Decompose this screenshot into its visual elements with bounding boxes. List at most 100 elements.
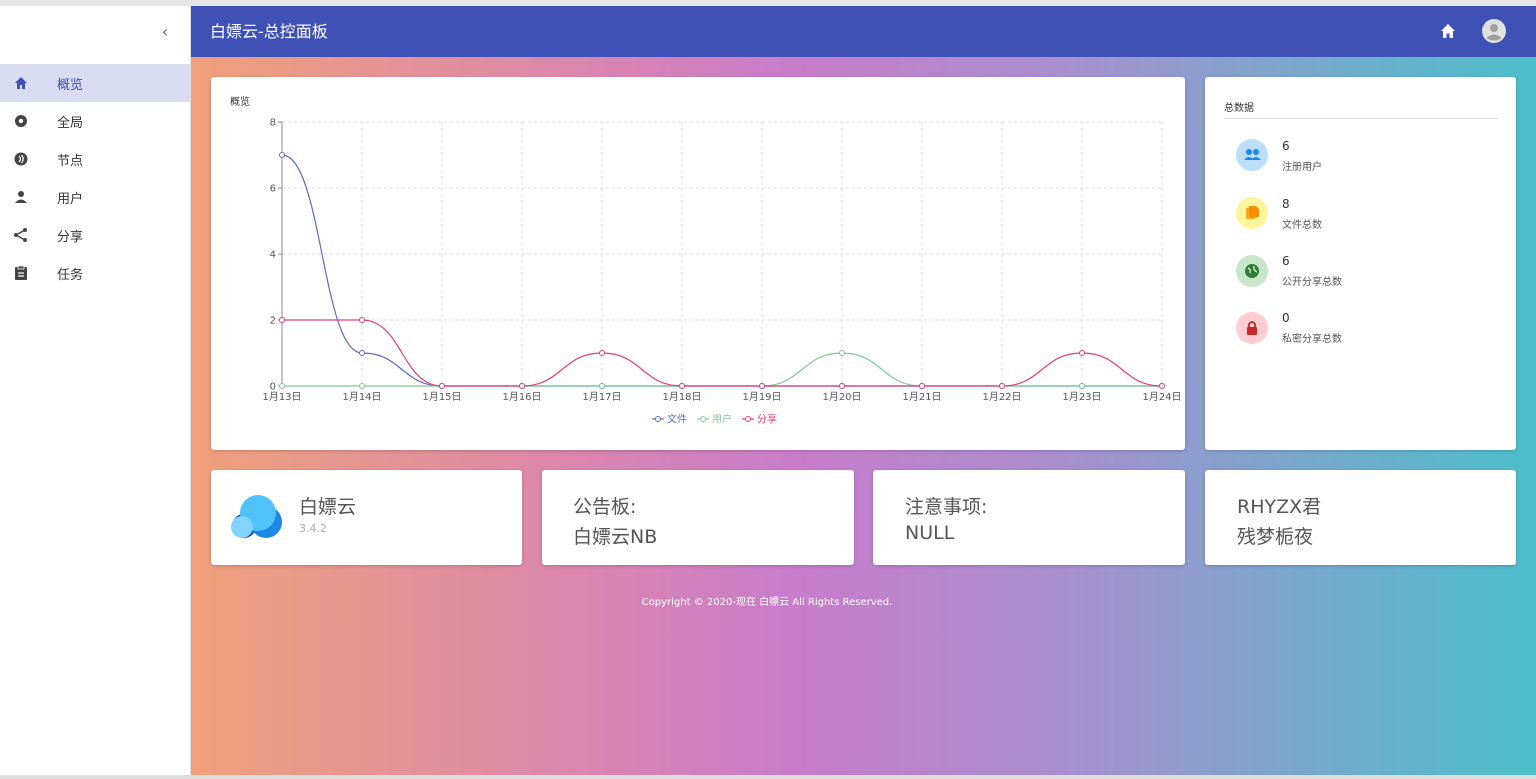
data-point <box>999 383 1005 389</box>
icon <box>15 77 27 89</box>
main-content: 概览 0 2 4 6 8 1月13日 1月14日 1月15日 1月16日 1月17日 1月18日 1月… <box>191 57 1536 775</box>
series-line <box>281 154 1162 387</box>
data-point <box>359 383 365 389</box>
legend-swatch <box>655 416 661 422</box>
data-point <box>1079 383 1085 389</box>
data-point <box>599 383 605 389</box>
stat-icon <box>1236 312 1268 344</box>
app-title: 白嫖云-总控面板 <box>210 22 328 41</box>
data-point <box>279 152 285 158</box>
card-title: 白嫖云 <box>299 496 357 518</box>
data-point <box>599 350 605 356</box>
x-tick-label: 1月24日 <box>1142 391 1181 403</box>
card-text: NULL <box>905 522 955 544</box>
card-title: 注意事项: <box>905 496 988 518</box>
data-point <box>359 317 365 323</box>
y-tick-label: 2 <box>270 316 276 327</box>
stat-icon <box>1236 139 1268 171</box>
data-point <box>279 383 285 389</box>
browser-strip <box>0 0 1536 6</box>
data-point <box>759 383 765 389</box>
nav-item[interactable]: 全局 <box>0 102 190 140</box>
divider <box>1224 118 1498 119</box>
data-point <box>919 383 925 389</box>
card-title: RHYZX君 <box>1237 496 1322 518</box>
icon <box>15 191 27 203</box>
nav-label: 用户 <box>57 191 84 207</box>
data-point <box>519 383 525 389</box>
nav-item[interactable]: 分享 <box>0 216 190 254</box>
legend-label: 文件 <box>667 413 687 426</box>
x-tick-label: 1月20日 <box>822 391 861 403</box>
footer: Copyright © 2020-现在 白嫖云 All Rights Reser… <box>641 597 893 608</box>
chart-card: 概览 0 2 4 6 8 1月13日 1月14日 1月15日 1月16日 1月17日 1月18日 1月… <box>211 77 1185 450</box>
x-tick-label: 1月19日 <box>742 391 781 403</box>
x-tick-label: 1月14日 <box>342 391 381 403</box>
stat-value: 6 <box>1282 139 1290 153</box>
info-card: 公告板: 白嫖云NB <box>542 470 854 565</box>
x-tick-label: 1月13日 <box>262 391 301 403</box>
nav-item[interactable]: 节点 <box>0 140 190 178</box>
x-tick-label: 1月21日 <box>902 391 941 403</box>
data-point <box>1079 350 1085 356</box>
stat-icon <box>1236 255 1268 287</box>
info-card: RHYZX君 残梦栀夜 <box>1205 470 1516 565</box>
stat-icon <box>1236 197 1268 229</box>
legend-swatch <box>745 416 751 422</box>
stat-label: 文件总数 <box>1282 220 1322 231</box>
icon <box>15 115 27 127</box>
data-point <box>279 317 285 323</box>
collapse-button[interactable]: ‹ <box>161 22 169 41</box>
x-tick-label: 1月16日 <box>502 391 541 403</box>
data-point <box>439 383 445 389</box>
series-line <box>282 352 1162 387</box>
icon <box>14 228 27 242</box>
stat-value: 8 <box>1282 197 1290 211</box>
nav-label: 全局 <box>57 115 84 131</box>
avatar-button[interactable] <box>1482 19 1506 43</box>
legend-label: 用户 <box>712 413 732 426</box>
x-tick-label: 1月15日 <box>422 391 461 403</box>
y-tick-label: 0 <box>270 382 276 393</box>
nav-item[interactable]: 用户 <box>0 178 190 216</box>
stat-value: 0 <box>1282 311 1290 325</box>
stat-label: 注册用户 <box>1282 162 1322 173</box>
icon <box>15 265 27 280</box>
info-card: 白嫖云 3.4.2 <box>211 470 522 565</box>
nav-label: 任务 <box>57 267 84 283</box>
data-point <box>1159 383 1165 389</box>
data-point <box>359 350 365 356</box>
nav-item[interactable]: 概览 <box>0 64 190 102</box>
nav-item[interactable]: 任务 <box>0 254 190 292</box>
y-tick-label: 4 <box>270 250 276 261</box>
stat-value: 6 <box>1282 254 1290 268</box>
stat-label: 公开分享总数 <box>1282 277 1342 288</box>
series-line <box>282 319 1163 387</box>
data-point <box>839 383 845 389</box>
card-text: 残梦栀夜 <box>1237 526 1314 548</box>
x-tick-label: 1月22日 <box>982 391 1021 403</box>
stats-title: 总数据 <box>1224 103 1254 114</box>
chart-title: 概览 <box>230 95 250 108</box>
x-tick-label: 1月18日 <box>662 391 701 403</box>
nav-label: 分享 <box>57 229 84 245</box>
x-tick-label: 1月23日 <box>1062 391 1101 403</box>
data-point <box>679 383 685 389</box>
logo <box>231 495 282 538</box>
card-text: 白嫖云NB <box>573 526 658 548</box>
legend-swatch <box>700 416 706 422</box>
home-button[interactable] <box>1439 22 1457 40</box>
version: 3.4.2 <box>299 522 327 535</box>
stat-label: 私密分享总数 <box>1282 334 1342 345</box>
chart: 概览 0 2 4 6 8 1月13日 1月14日 1月15日 1月16日 1月17日 1月18日 1月… <box>230 95 1182 426</box>
card-title: 公告板: <box>573 496 637 518</box>
stats-card: 总数据 6 注册用户 8 文件总数 6 公开分享总数 0 私密分享总数 <box>1205 77 1516 450</box>
info-card: 注意事项: NULL <box>873 470 1185 565</box>
data-point <box>839 350 845 356</box>
legend-label: 分享 <box>757 413 777 426</box>
nav-label: 概览 <box>57 77 84 93</box>
y-tick-label: 6 <box>270 184 276 195</box>
bottom-strip <box>0 775 1536 779</box>
nav-label: 节点 <box>57 153 84 169</box>
